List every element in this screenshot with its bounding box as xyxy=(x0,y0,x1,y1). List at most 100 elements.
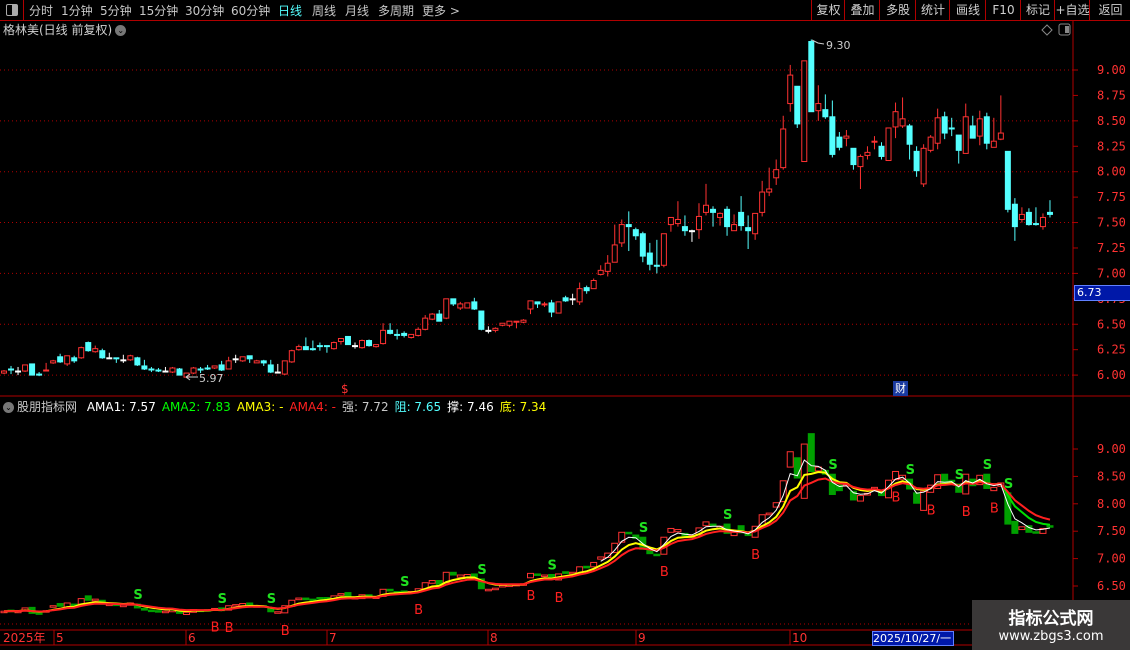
candle xyxy=(274,363,281,374)
indicator-bar xyxy=(484,588,492,592)
candle-body xyxy=(843,135,850,139)
period-tab[interactable]: 15分钟 xyxy=(139,4,179,18)
candle xyxy=(120,354,127,363)
candle xyxy=(632,227,639,240)
overlay-button[interactable]: 叠加 xyxy=(844,0,880,20)
candle-body xyxy=(597,269,604,275)
candle xyxy=(204,364,211,371)
period-tab[interactable]: 30分钟 xyxy=(185,4,225,18)
candle-body xyxy=(373,344,380,348)
candle-body xyxy=(492,327,499,331)
adjust-button[interactable]: 复权 xyxy=(811,0,845,20)
f10-button[interactable]: F10 xyxy=(985,0,1021,20)
candle-body xyxy=(688,230,695,233)
mark-button[interactable]: 标记 xyxy=(1020,0,1055,20)
period-tab[interactable]: 60分钟 xyxy=(231,4,271,18)
candle-body xyxy=(176,368,183,376)
candle xyxy=(752,212,759,240)
candle xyxy=(148,366,155,373)
more-periods-button[interactable]: 更多 > xyxy=(422,4,460,18)
candle-body xyxy=(323,345,330,348)
period-tab[interactable]: 周线 xyxy=(312,4,337,18)
period-tab-active[interactable]: 日线 xyxy=(278,4,303,18)
candle-body xyxy=(134,357,141,366)
candle-body xyxy=(1032,223,1039,226)
multi-stock-button[interactable]: 多股 xyxy=(879,0,916,20)
candle-body xyxy=(569,298,576,301)
main-grid xyxy=(0,69,1073,376)
dollar-marker[interactable]: $ xyxy=(341,382,349,396)
axis-label: 6.50 xyxy=(1097,579,1126,593)
candle xyxy=(527,300,534,315)
draw-line-button[interactable]: 画线 xyxy=(949,0,986,20)
candle-body xyxy=(969,125,976,139)
candle-body xyxy=(857,155,864,168)
sell-signal: S xyxy=(723,508,732,523)
candle-body xyxy=(387,329,394,334)
axis-label: 7.50 xyxy=(1097,216,1126,230)
buy-signal: B xyxy=(211,621,220,636)
panel-toggle-icon[interactable] xyxy=(0,0,24,20)
candle-body xyxy=(246,355,253,360)
candle-body xyxy=(113,357,120,360)
candle-body xyxy=(401,332,408,336)
candle-body xyxy=(1004,150,1011,210)
candle xyxy=(1032,207,1039,226)
sell-signal: S xyxy=(1004,477,1013,492)
period-tab[interactable]: 5分钟 xyxy=(100,4,132,18)
indicator-name[interactable]: 股朋指标网 xyxy=(17,400,78,414)
candle xyxy=(731,214,738,232)
candle xyxy=(373,344,380,348)
candle-body xyxy=(190,367,197,374)
period-tab[interactable]: 分时 xyxy=(29,4,54,18)
period-tab[interactable]: 1分钟 xyxy=(61,4,93,18)
statistics-button[interactable]: 统计 xyxy=(915,0,950,20)
candle xyxy=(155,367,162,373)
candle-body xyxy=(541,303,548,306)
candle-body xyxy=(239,356,246,362)
diamond-icon[interactable] xyxy=(1041,24,1053,36)
candle xyxy=(969,115,976,139)
candle-body xyxy=(625,224,632,228)
candle-body xyxy=(752,212,759,235)
candle-body xyxy=(8,368,15,371)
candle-body xyxy=(281,360,288,375)
candle-body xyxy=(618,224,625,244)
candle xyxy=(436,310,443,322)
candle-body xyxy=(71,357,78,362)
candle xyxy=(295,344,302,351)
candle xyxy=(653,239,660,274)
chevron-down-icon[interactable]: ⌄ xyxy=(3,402,14,413)
candle xyxy=(892,102,899,139)
candle xyxy=(625,211,632,252)
date-axis: 2025年 5 6 7 8 9 10 xyxy=(3,630,807,645)
candle xyxy=(576,282,583,305)
indicator-bar xyxy=(435,580,443,585)
candle-body xyxy=(29,363,36,376)
selected-date-label: 2025/10/27/一 xyxy=(872,631,954,646)
candle-body xyxy=(43,369,50,372)
candle-body xyxy=(976,118,983,137)
period-tab[interactable]: 多周期 xyxy=(378,4,415,18)
candle-body xyxy=(759,191,766,213)
add-watchlist-button[interactable]: +自选 xyxy=(1054,0,1090,20)
candle xyxy=(717,212,724,226)
sell-signal: S xyxy=(983,458,992,473)
panel-icon[interactable] xyxy=(1058,23,1071,36)
period-tab[interactable]: 月线 xyxy=(345,4,370,18)
chevron-down-icon[interactable]: ⌄ xyxy=(115,25,127,36)
back-button[interactable]: 返回 xyxy=(1089,0,1130,20)
candle xyxy=(745,215,752,249)
finance-marker[interactable]: 财 xyxy=(893,381,908,396)
indicator-bar xyxy=(274,611,282,614)
indicator-value: AMA1: 7.57 xyxy=(86,400,156,414)
indicator-bar xyxy=(1039,527,1047,534)
candle-body xyxy=(106,357,113,360)
indicator-bar xyxy=(920,490,928,511)
candle-body xyxy=(955,134,962,151)
candle-body xyxy=(745,227,752,232)
candle xyxy=(492,327,499,333)
candle xyxy=(267,359,274,374)
candle-body xyxy=(211,365,218,369)
